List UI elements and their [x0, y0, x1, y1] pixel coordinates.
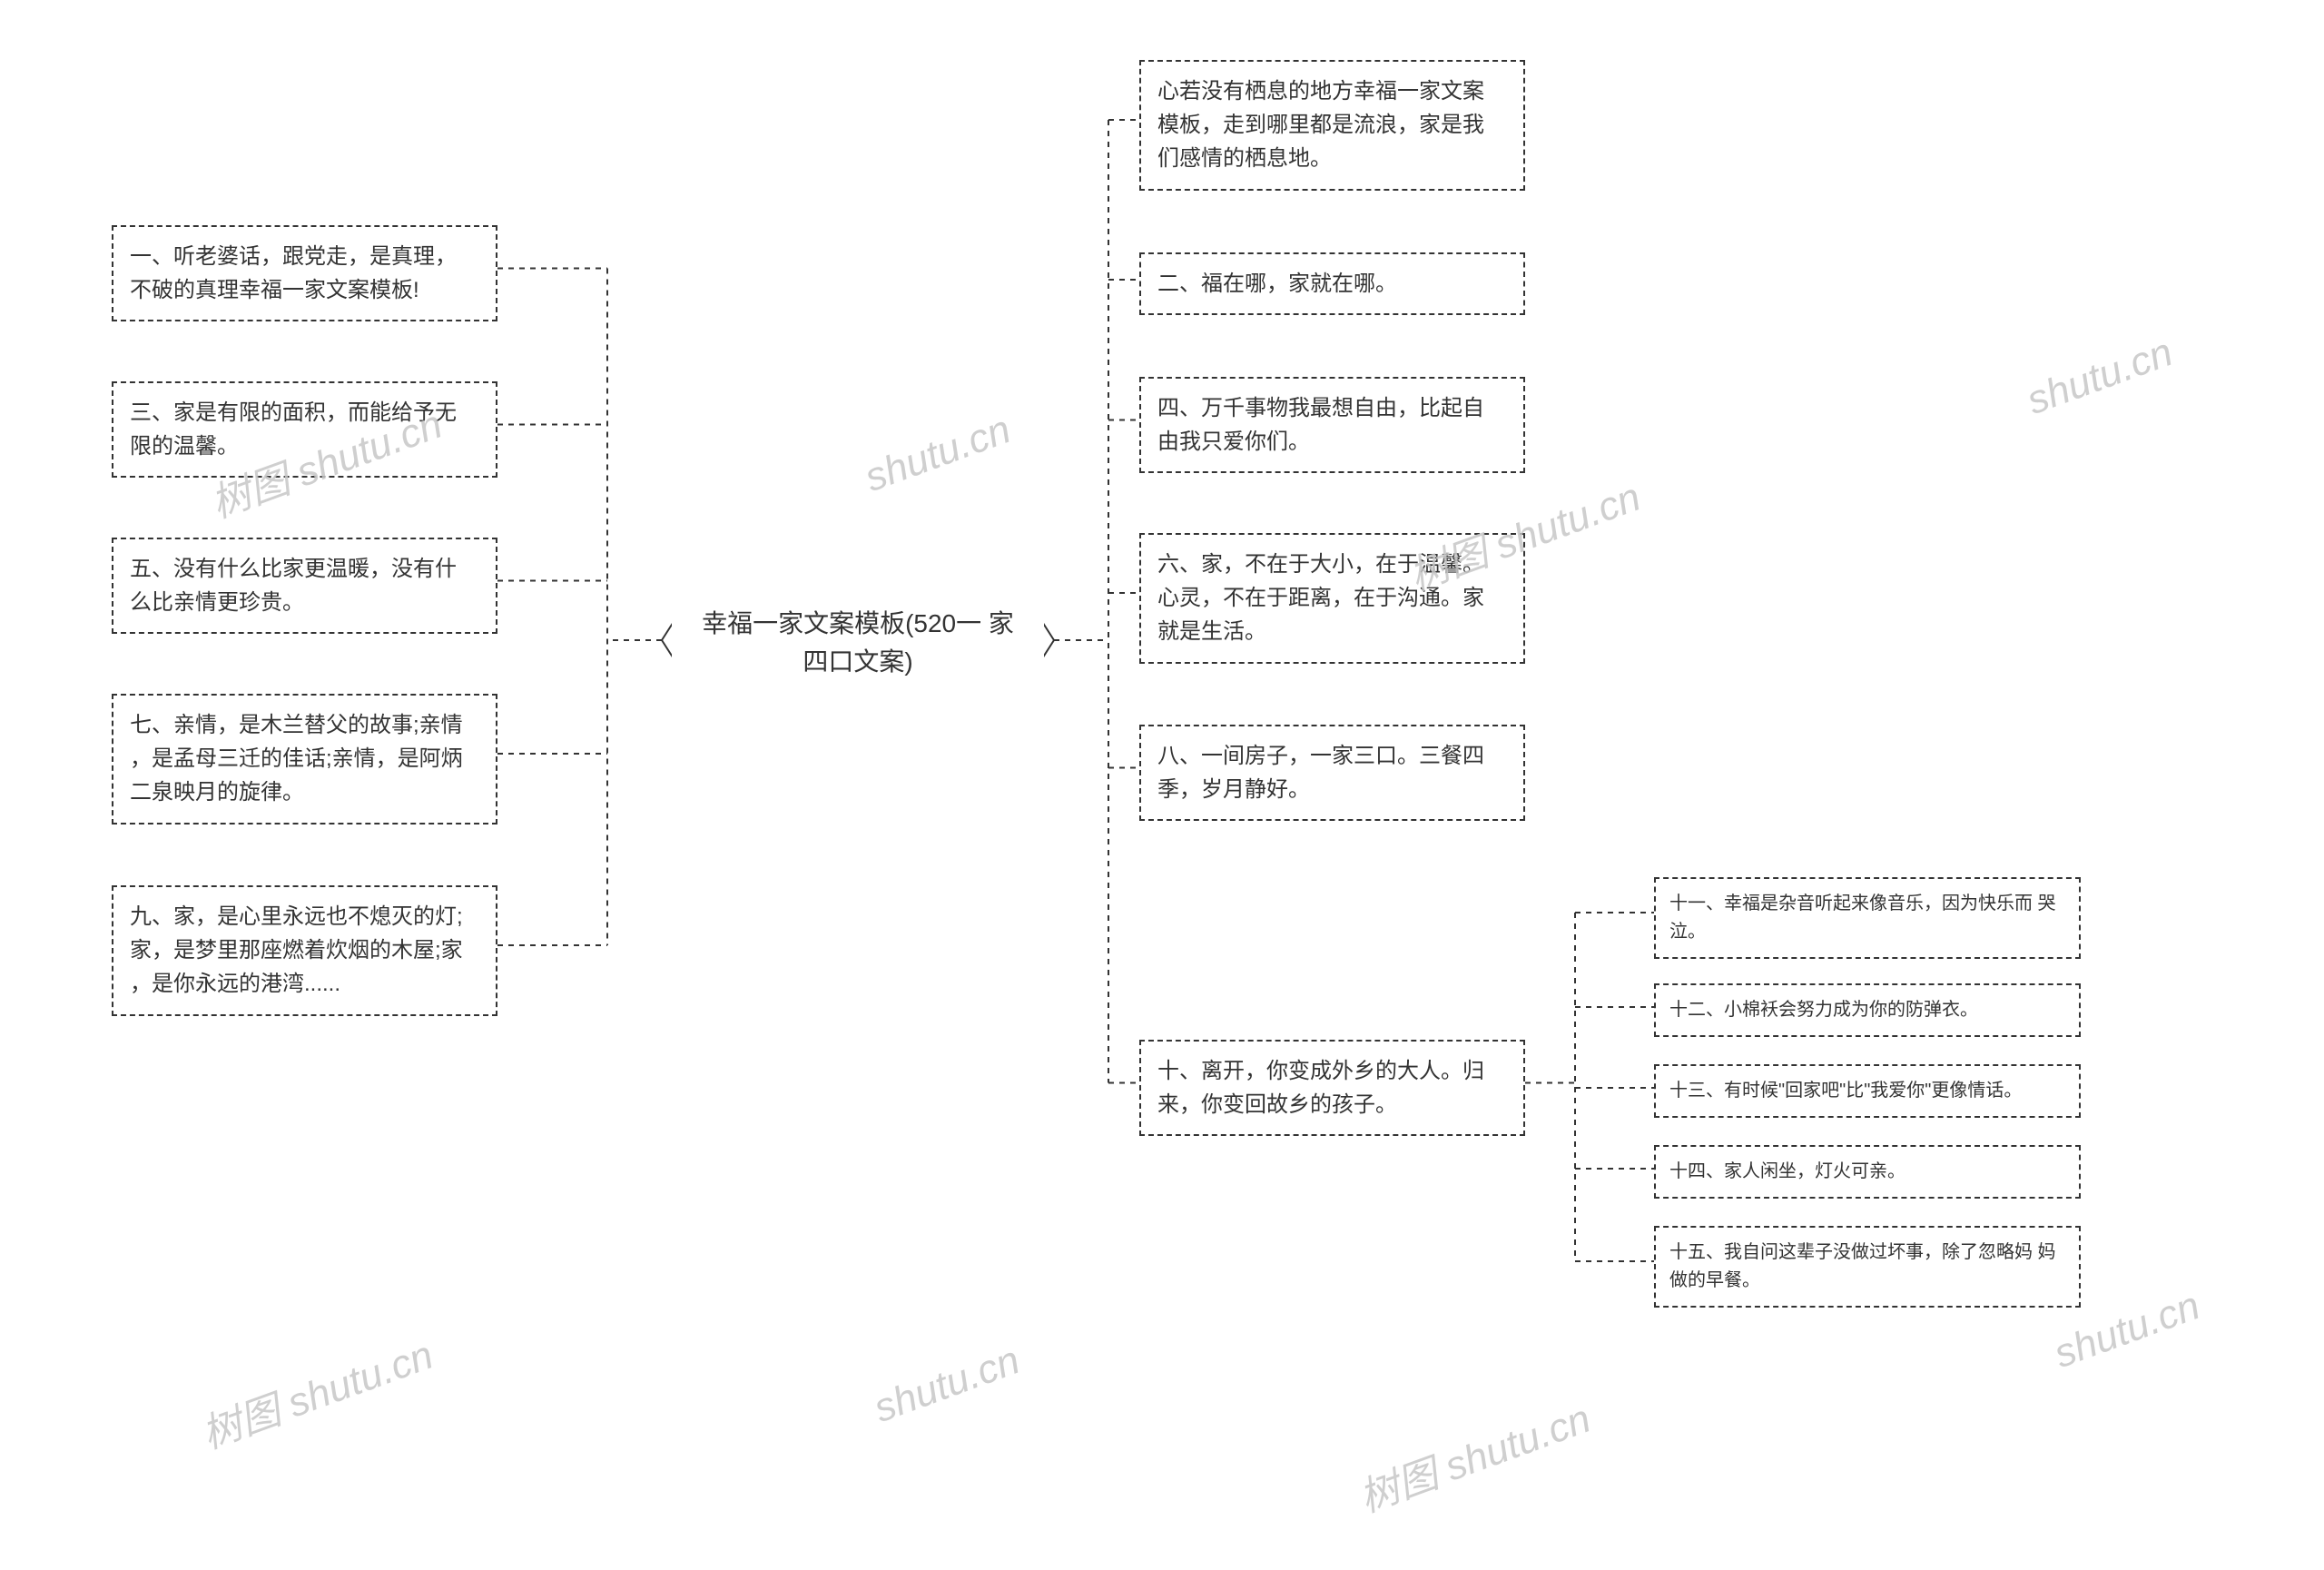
branch-node-label: 八、一间房子，一家三口。三餐四 季，岁月静好。	[1157, 744, 1484, 802]
sub-node: 十四、家人闲坐，灯火可亲。	[1654, 1145, 2081, 1199]
sub-node-label: 十五、我自问这辈子没做过坏事，除了忽略妈 妈做的早餐。	[1669, 1242, 2056, 1290]
sub-node-label: 十一、幸福是杂音听起来像音乐，因为快乐而 哭泣。	[1669, 894, 2056, 942]
sub-node-label: 十二、小棉袄会努力成为你的防弹衣。	[1669, 1000, 1978, 1020]
branch-node: 十、离开，你变成外乡的大人。归 来，你变回故乡的孩子。	[1139, 1040, 1525, 1136]
branch-node-label: 五、没有什么比家更温暖，没有什 么比亲情更珍贵。	[130, 557, 457, 615]
branch-node-label: 四、万千事物我最想自由，比起自 由我只爱你们。	[1157, 396, 1484, 454]
branch-node: 六、家，不在于大小，在于温馨。 心灵，不在于距离，在于沟通。家 就是生活。	[1139, 533, 1525, 664]
branch-node-label: 九、家，是心里永远也不熄灭的灯; 家，是梦里那座燃着炊烟的木屋;家 ，是你永远的…	[130, 904, 463, 996]
branch-node: 八、一间房子，一家三口。三餐四 季，岁月静好。	[1139, 725, 1525, 821]
branch-node-label: 六、家，不在于大小，在于温馨。 心灵，不在于距离，在于沟通。家 就是生活。	[1157, 552, 1484, 644]
branch-node-label: 二、福在哪，家就在哪。	[1157, 272, 1397, 296]
watermark: shutu.cn	[859, 407, 1016, 501]
sub-node: 十三、有时候"回家吧"比"我爱你"更像情话。	[1654, 1064, 2081, 1118]
sub-node-label: 十四、家人闲坐，灯火可亲。	[1669, 1161, 1905, 1181]
sub-node: 十二、小棉袄会努力成为你的防弹衣。	[1654, 983, 2081, 1037]
sub-node: 十一、幸福是杂音听起来像音乐，因为快乐而 哭泣。	[1654, 877, 2081, 959]
branch-node: 一、听老婆话，跟党走，是真理， 不破的真理幸福一家文案模板!	[112, 225, 497, 321]
root-node: 幸福一家文案模板(520一 家四口文案)	[672, 581, 1044, 699]
root-node-label: 幸福一家文案模板(520一 家四口文案)	[702, 609, 1014, 676]
branch-node: 四、万千事物我最想自由，比起自 由我只爱你们。	[1139, 377, 1525, 473]
branch-node-label: 心若没有栖息的地方幸福一家文案 模板，走到哪里都是流浪，家是我 们感情的栖息地。	[1157, 79, 1484, 171]
branch-node: 二、福在哪，家就在哪。	[1139, 252, 1525, 315]
branch-node: 心若没有栖息的地方幸福一家文案 模板，走到哪里都是流浪，家是我 们感情的栖息地。	[1139, 60, 1525, 191]
branch-node-label: 七、亲情，是木兰替父的故事;亲情 ，是孟母三迁的佳话;亲情，是阿炳 二泉映月的旋…	[130, 713, 463, 805]
sub-node: 十五、我自问这辈子没做过坏事，除了忽略妈 妈做的早餐。	[1654, 1226, 2081, 1308]
branch-node: 九、家，是心里永远也不熄灭的灯; 家，是梦里那座燃着炊烟的木屋;家 ，是你永远的…	[112, 885, 497, 1016]
watermark: shutu.cn	[2021, 330, 2178, 424]
watermark: 树图 shutu.cn	[192, 1322, 439, 1459]
branch-node: 七、亲情，是木兰替父的故事;亲情 ，是孟母三迁的佳话;亲情，是阿炳 二泉映月的旋…	[112, 694, 497, 824]
sub-node-label: 十三、有时候"回家吧"比"我爱你"更像情话。	[1669, 1081, 2022, 1101]
branch-node: 三、家是有限的面积，而能给予无 限的温馨。	[112, 381, 497, 478]
branch-node-label: 十、离开，你变成外乡的大人。归 来，你变回故乡的孩子。	[1157, 1059, 1484, 1117]
branch-node-label: 一、听老婆话，跟党走，是真理， 不破的真理幸福一家文案模板!	[130, 244, 457, 302]
branch-node-label: 三、家是有限的面积，而能给予无 限的温馨。	[130, 400, 457, 459]
branch-node: 五、没有什么比家更温暖，没有什 么比亲情更珍贵。	[112, 538, 497, 634]
watermark: shutu.cn	[868, 1338, 1025, 1432]
watermark: 树图 shutu.cn	[1350, 1386, 1597, 1523]
